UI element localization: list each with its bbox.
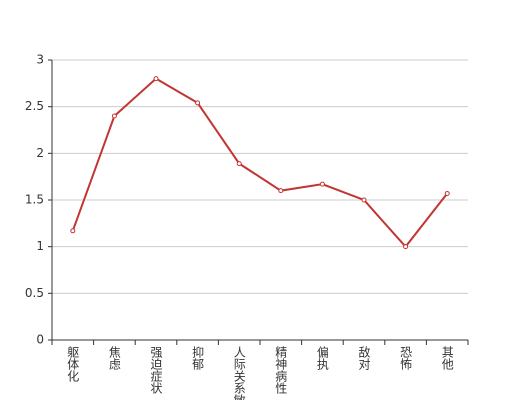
y-tick-label: 2.5 bbox=[25, 99, 44, 113]
point bbox=[403, 244, 409, 250]
y-tick-label: 0 bbox=[36, 333, 44, 347]
y-tick-label: 1 bbox=[36, 239, 44, 253]
x-tick-label: 其他 bbox=[440, 346, 454, 370]
x-tick-label: 敌对 bbox=[357, 345, 371, 370]
point bbox=[111, 113, 117, 119]
point bbox=[70, 228, 76, 234]
point bbox=[444, 190, 450, 196]
x-tick-label: 躯体化 bbox=[66, 345, 80, 383]
x-tick-label: 焦虑 bbox=[107, 346, 121, 370]
y-tick-label: 0.5 bbox=[25, 286, 44, 300]
line bbox=[71, 77, 448, 249]
y-tick-label: 2 bbox=[36, 146, 44, 160]
point bbox=[236, 161, 242, 167]
x-tick-label: 精神病性 bbox=[274, 346, 288, 395]
point bbox=[278, 188, 284, 194]
point bbox=[361, 197, 367, 203]
x-tick-label: 人际关系敏感 bbox=[232, 346, 246, 400]
y-tick-label: 1.5 bbox=[25, 193, 44, 207]
x-tick-label: 抑郁 bbox=[191, 345, 205, 371]
point bbox=[195, 100, 201, 106]
x-tick-label: 恐怖 bbox=[399, 346, 413, 370]
y-tick-label: 3 bbox=[36, 53, 44, 67]
x-tick-label: 偏执 bbox=[315, 345, 329, 371]
point bbox=[153, 76, 159, 82]
x-tick-label: 强迫症状 bbox=[149, 346, 163, 394]
point bbox=[319, 181, 325, 187]
